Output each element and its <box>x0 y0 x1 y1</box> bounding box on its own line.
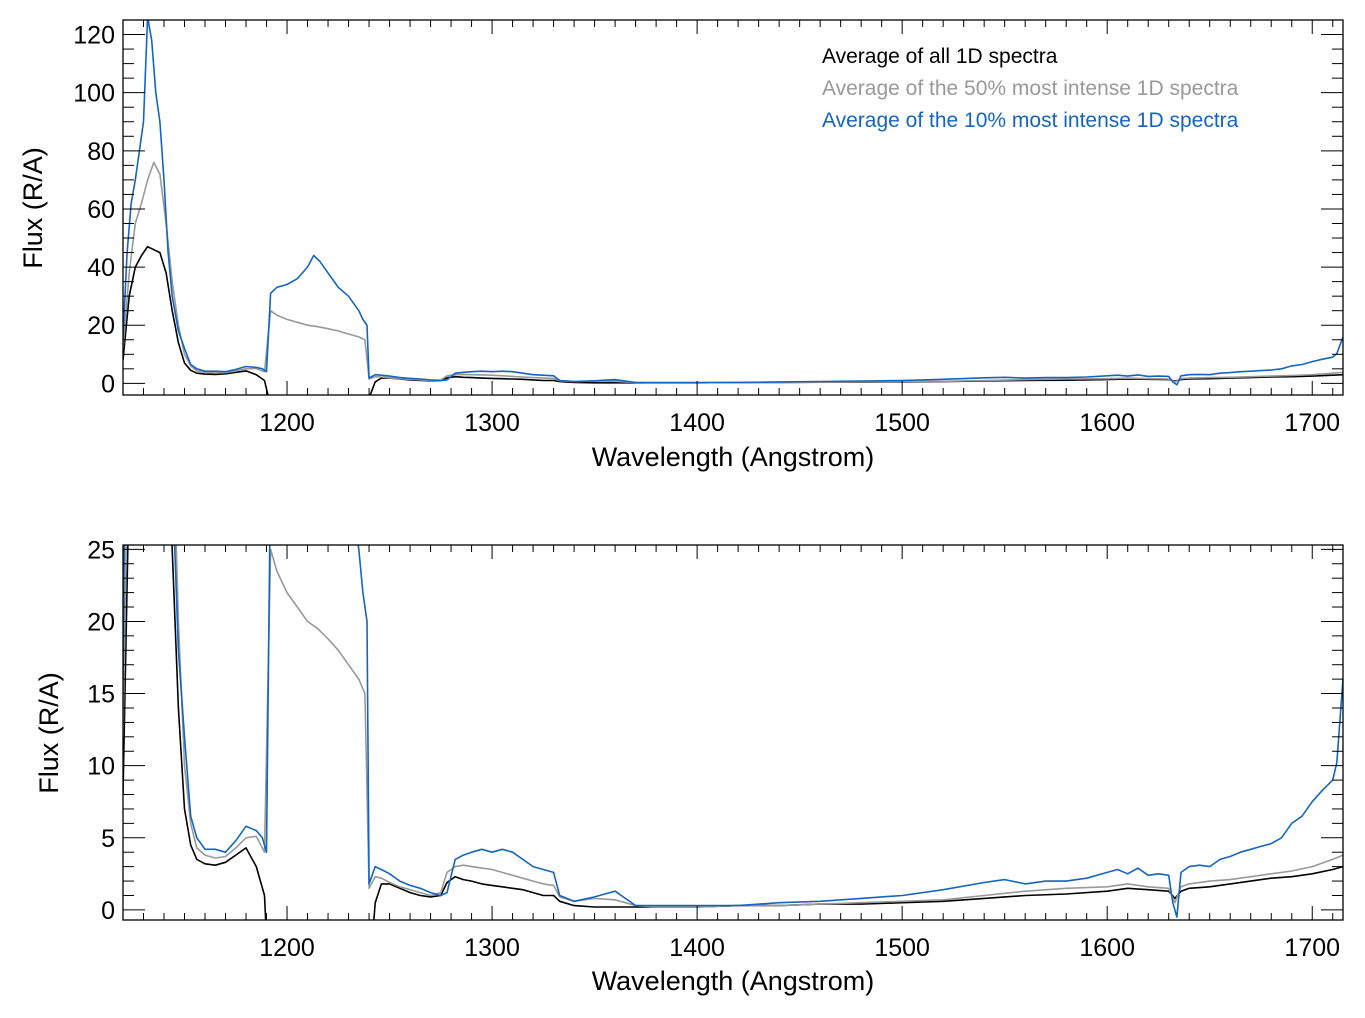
bottom-axis-ticks: 1200 1300 1400 1500 1600 1700 0 5 10 15 20 25 <box>87 536 1343 962</box>
top-y-axis-title: Flux (R/A) <box>18 147 48 269</box>
top-y-tick-label: 100 <box>73 80 115 108</box>
bottom-series-top10 <box>123 545 1343 918</box>
top-x-tick-label: 1600 <box>1079 409 1135 437</box>
bottom-x-tick-label: 1700 <box>1284 934 1340 962</box>
bottom-x-tick-label: 1300 <box>464 934 520 962</box>
bottom-y-tick-label: 25 <box>87 536 115 564</box>
legend-item-top50: Average of the 50% most intense 1D spect… <box>822 77 1239 100</box>
bottom-x-tick-label: 1400 <box>669 934 725 962</box>
top-axis-ticks: 1200 1300 1400 1500 1600 1700 0 20 40 60 80 100 120 <box>73 19 1343 437</box>
top-y-tick-label: 60 <box>87 196 115 224</box>
bottom-plot-frame <box>122 544 1344 921</box>
top-y-tick-label: 120 <box>73 22 115 50</box>
bottom-y-axis-title: Flux (R/A) <box>34 672 64 794</box>
bottom-y-tick-label: 20 <box>87 608 115 636</box>
bottom-x-axis-title: Wavelength (Angstrom) <box>592 966 875 996</box>
top-series-group <box>123 20 1343 395</box>
top-y-tick-label: 80 <box>87 138 115 166</box>
top-y-tick-label: 20 <box>87 312 115 340</box>
bottom-y-tick-label: 5 <box>101 825 115 853</box>
bottom-x-tick-label: 1600 <box>1079 934 1135 962</box>
top-panel: 1200 1300 1400 1500 1600 1700020406080100120 … <box>18 19 1344 472</box>
bottom-y-tick-label: 0 <box>101 897 115 925</box>
top-x-tick-label: 1200 <box>259 409 315 437</box>
bottom-series-top50 <box>123 545 1343 908</box>
top-x-tick-label: 1400 <box>669 409 725 437</box>
legend-item-top10: Average of the 10% most intense 1D spect… <box>822 109 1239 132</box>
top-x-axis-title: Wavelength (Angstrom) <box>592 442 875 472</box>
top-x-tick-label: 1700 <box>1284 409 1340 437</box>
legend-item-all: Average of all 1D spectra <box>822 45 1058 68</box>
bottom-panel: 1200 1300 1400 1500 1600 1700 0 5 10 15 20 25 Wavel… <box>34 536 1344 996</box>
bottom-series-group <box>123 545 1343 920</box>
bottom-series-all <box>123 545 1343 920</box>
top-y-tick-label: 0 <box>101 370 115 398</box>
legend: Average of all 1D spectra Average of the… <box>822 45 1239 132</box>
top-x-tick-label: 1500 <box>874 409 930 437</box>
bottom-x-tick-label: 1200 <box>259 934 315 962</box>
top-series-top10 <box>123 20 1343 386</box>
bottom-y-tick-label: 15 <box>87 681 115 709</box>
top-series-top50 <box>123 161 1343 384</box>
top-plot-frame <box>122 19 1344 396</box>
bottom-y-tick-label: 10 <box>87 753 115 781</box>
top-x-tick-label: 1300 <box>464 409 520 437</box>
top-y-tick-label: 40 <box>87 254 115 282</box>
bottom-x-tick-label: 1500 <box>874 934 930 962</box>
